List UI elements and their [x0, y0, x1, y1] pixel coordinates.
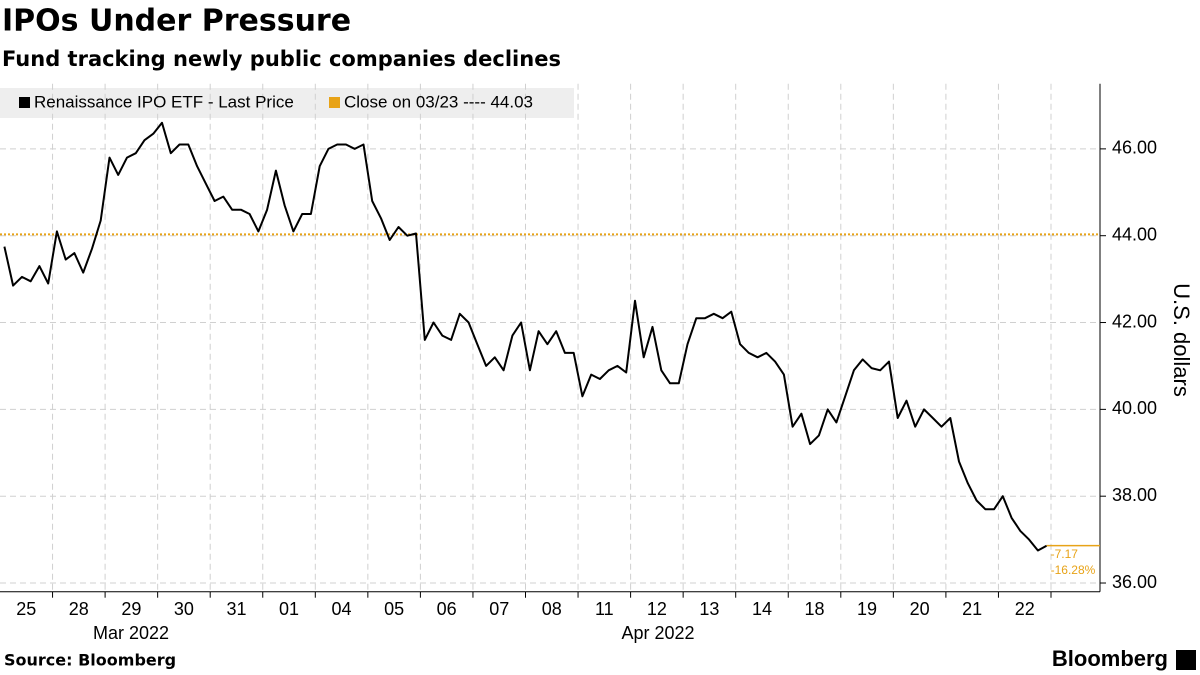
month-label: Mar 2022	[93, 623, 169, 643]
y-tick-label: 46.00	[1112, 138, 1157, 158]
price-line	[3, 121, 1048, 552]
y-tick-label: 36.00	[1112, 572, 1157, 592]
y-tick-label: 38.00	[1112, 485, 1157, 505]
legend-swatch	[19, 97, 30, 108]
x-tick-label: 07	[489, 599, 509, 619]
x-tick-label: 12	[647, 599, 667, 619]
x-tick-label: 28	[69, 599, 89, 619]
x-tick-label: 22	[1015, 599, 1035, 619]
y-axis-label: U.S. dollars	[1169, 283, 1194, 397]
y-tick-label: 40.00	[1112, 398, 1157, 418]
x-tick-label: 04	[332, 599, 352, 619]
y-tick-label: 44.00	[1112, 224, 1157, 244]
x-tick-label: 06	[437, 599, 457, 619]
x-tick-label: 14	[752, 599, 772, 619]
y-tick-label: 42.00	[1112, 311, 1157, 331]
source: Source: Bloomberg	[4, 651, 176, 670]
x-tick-label: 05	[384, 599, 404, 619]
x-tick-label: 11	[595, 599, 614, 619]
change-label: -16.28%	[1051, 563, 1096, 577]
x-tick-label: 20	[910, 599, 930, 619]
brand-icon	[1176, 650, 1196, 670]
x-tick-label: 13	[699, 599, 719, 619]
change-label: -7.17	[1051, 547, 1079, 561]
legend-swatch	[329, 97, 340, 108]
month-label: Apr 2022	[621, 623, 694, 643]
x-tick-label: 31	[226, 599, 246, 619]
brand: Bloomberg	[1052, 646, 1168, 671]
legend-label: Renaissance IPO ETF - Last Price	[34, 92, 294, 111]
x-tick-label: 25	[16, 599, 36, 619]
chart-title: IPOs Under Pressure	[2, 4, 351, 39]
legend-label: Close on 03/23 ---- 44.03	[344, 92, 533, 111]
x-tick-label: 18	[805, 599, 825, 619]
x-tick-label: 29	[121, 599, 141, 619]
x-tick-label: 08	[542, 599, 562, 619]
x-tick-label: 01	[279, 599, 299, 619]
chart-subtitle: Fund tracking newly public companies dec…	[2, 47, 561, 71]
legend-box	[0, 88, 574, 118]
x-tick-label: 30	[174, 599, 194, 619]
x-tick-label: 21	[962, 599, 982, 619]
x-tick-label: 19	[857, 599, 877, 619]
